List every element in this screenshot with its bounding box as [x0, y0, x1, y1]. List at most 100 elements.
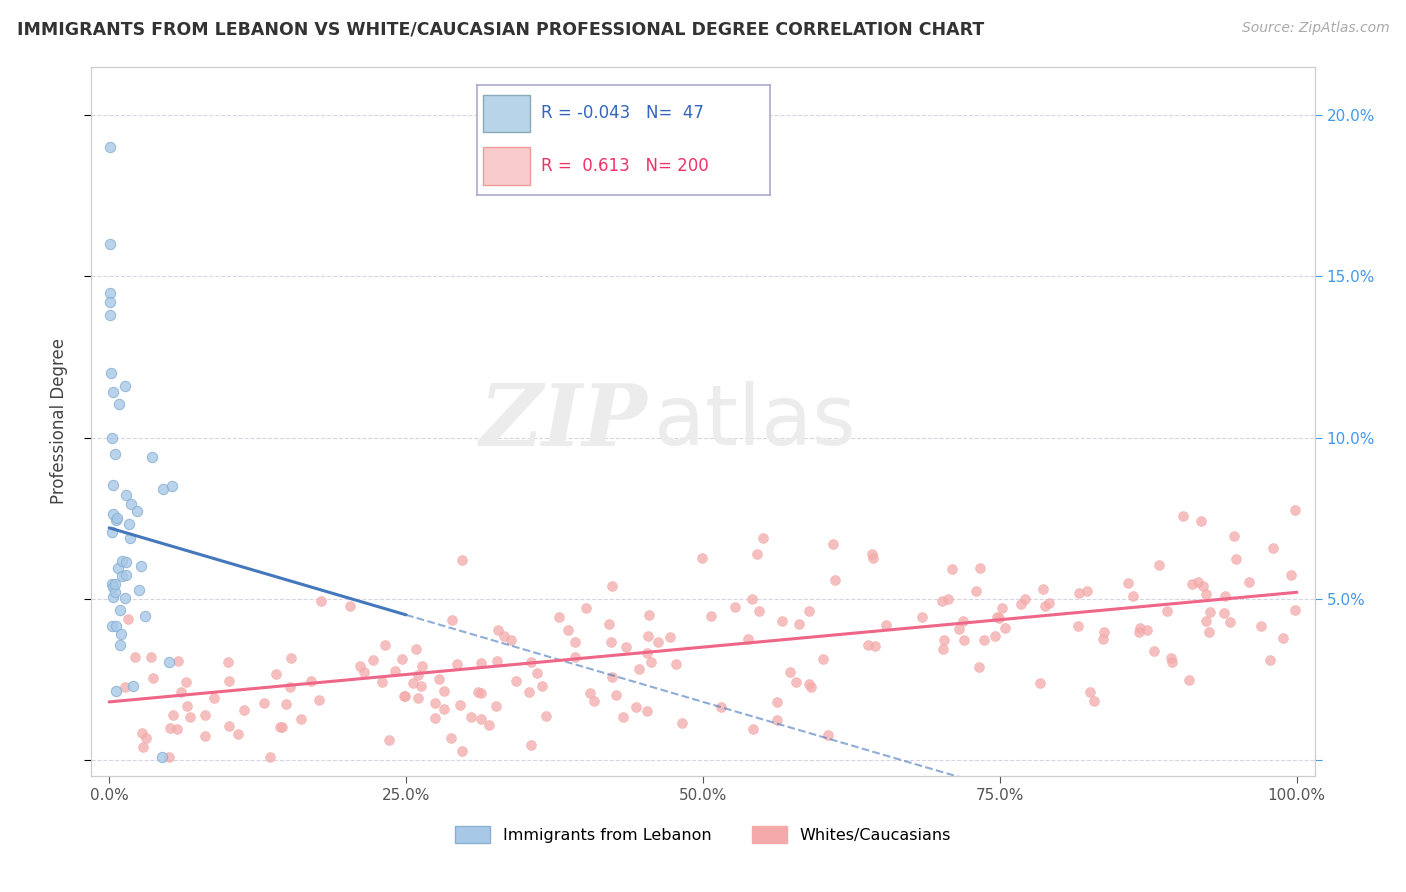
Point — [101, 507, 124, 521]
Point — [582, 694, 605, 708]
Point — [1173, 509, 1195, 524]
Point — [1160, 651, 1182, 665]
Point — [485, 699, 508, 714]
Y-axis label: Professional Degree: Professional Degree — [51, 338, 69, 505]
Point — [259, 749, 281, 764]
Point — [114, 680, 136, 694]
Text: ZIP: ZIP — [479, 380, 648, 463]
Point — [1069, 586, 1091, 600]
Point — [520, 738, 543, 752]
Point — [647, 634, 669, 648]
Point — [1261, 541, 1284, 555]
Point — [115, 488, 138, 502]
Point — [103, 447, 125, 461]
Point — [117, 516, 139, 531]
Point — [217, 655, 239, 669]
Point — [423, 711, 446, 725]
Point — [557, 623, 579, 637]
Point — [710, 699, 733, 714]
Point — [1038, 596, 1060, 610]
Point — [467, 684, 489, 698]
Point — [1284, 502, 1306, 516]
Point — [132, 740, 155, 755]
Point — [114, 555, 136, 569]
Point — [994, 620, 1017, 634]
Point — [936, 591, 959, 606]
Point — [433, 702, 456, 716]
Point — [108, 603, 131, 617]
Point — [449, 698, 471, 712]
Point — [167, 654, 190, 668]
Point — [486, 654, 509, 668]
Point — [1136, 623, 1159, 637]
Point — [863, 639, 886, 653]
Point — [104, 684, 127, 698]
Point — [349, 658, 371, 673]
Point — [952, 614, 974, 628]
Point — [1198, 625, 1220, 640]
Point — [100, 366, 122, 380]
Point — [174, 675, 197, 690]
Point — [160, 479, 183, 493]
Point — [194, 708, 217, 723]
Point — [787, 617, 810, 632]
Point — [129, 558, 152, 573]
Point — [1223, 529, 1246, 543]
Point — [797, 604, 820, 618]
Point — [752, 531, 775, 545]
Point — [470, 686, 492, 700]
Point — [932, 641, 955, 656]
Point — [394, 690, 416, 704]
Point — [433, 683, 456, 698]
Point — [967, 659, 990, 673]
Point — [274, 697, 297, 711]
Point — [748, 604, 770, 618]
Point — [141, 450, 163, 465]
Point — [111, 569, 134, 583]
Point — [470, 656, 492, 670]
Point — [194, 729, 217, 743]
Point — [747, 547, 769, 561]
Point — [111, 554, 134, 568]
Text: Source: ZipAtlas.com: Source: ZipAtlas.com — [1241, 21, 1389, 35]
Point — [605, 688, 627, 702]
Point — [626, 700, 648, 714]
Point — [494, 629, 516, 643]
Point — [800, 680, 823, 694]
Point — [117, 612, 139, 626]
Point — [600, 670, 623, 684]
Point — [860, 548, 883, 562]
Point — [969, 561, 991, 575]
Point — [636, 646, 658, 660]
Point — [741, 592, 763, 607]
Point — [118, 531, 141, 545]
Point — [232, 703, 254, 717]
Point — [280, 680, 302, 694]
Point — [765, 713, 787, 727]
Point — [875, 618, 897, 632]
Point — [862, 550, 884, 565]
Point — [953, 632, 976, 647]
Point — [101, 477, 124, 491]
Point — [170, 685, 193, 699]
Point — [264, 666, 287, 681]
Point — [1014, 591, 1036, 606]
Point — [141, 649, 163, 664]
Point — [499, 632, 522, 647]
Point — [120, 497, 142, 511]
Point — [770, 614, 793, 628]
Point — [98, 237, 121, 252]
Point — [478, 718, 501, 732]
Point — [737, 632, 759, 646]
Point — [142, 671, 165, 685]
Point — [308, 692, 330, 706]
Point — [450, 552, 472, 566]
Point — [406, 668, 429, 682]
Point — [1033, 599, 1056, 613]
Point — [269, 720, 291, 734]
Point — [965, 583, 987, 598]
Point — [526, 666, 548, 681]
Point — [253, 697, 276, 711]
Point — [162, 708, 184, 723]
Point — [1271, 631, 1294, 645]
